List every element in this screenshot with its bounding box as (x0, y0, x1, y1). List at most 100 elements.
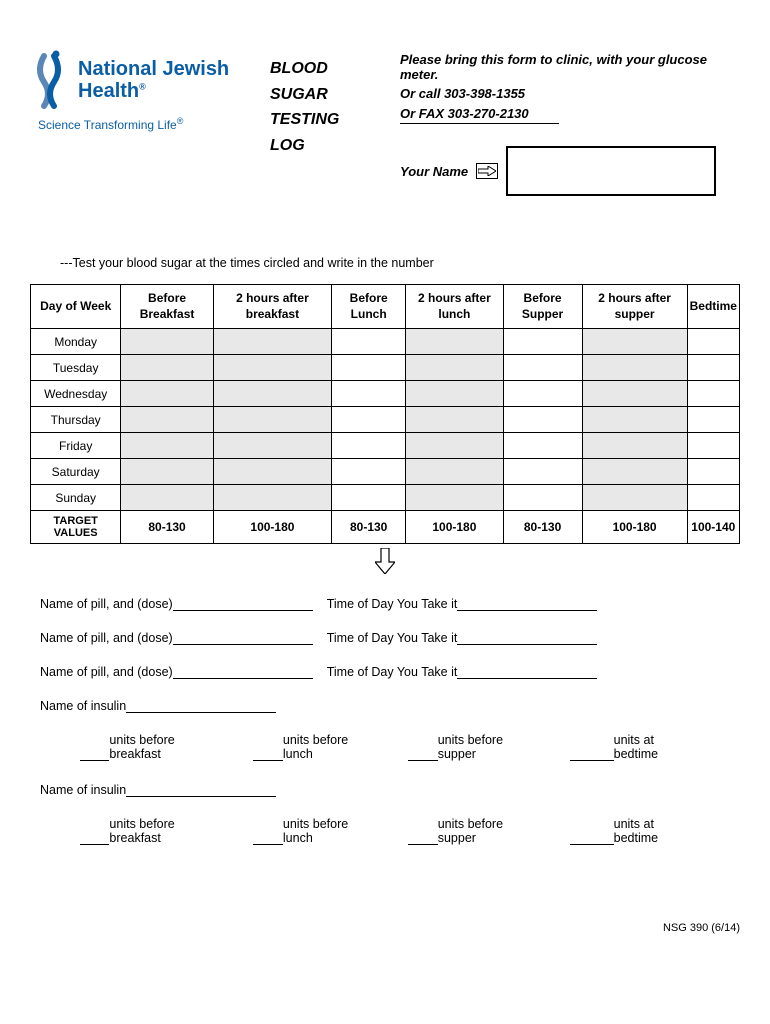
value-cell[interactable] (406, 407, 503, 433)
time-blank[interactable] (457, 644, 597, 645)
name-label: Your Name (400, 164, 468, 179)
pill-blank[interactable] (173, 644, 313, 645)
value-cell[interactable] (213, 329, 331, 355)
pill-blank[interactable] (173, 678, 313, 679)
unit-group: units before breakfast (80, 733, 213, 761)
insulin-line: Name of insulin (40, 699, 730, 713)
table-header: Before Lunch (332, 285, 406, 329)
units-blank[interactable] (408, 760, 437, 761)
info-block: Please bring this form to clinic, with y… (400, 50, 740, 196)
value-cell[interactable] (582, 381, 687, 407)
tagline: Science Transforming Life® (38, 116, 250, 132)
insulin-blank[interactable] (126, 796, 276, 797)
value-cell[interactable] (213, 407, 331, 433)
units-blank[interactable] (570, 844, 613, 845)
value-cell[interactable] (503, 355, 582, 381)
value-cell[interactable] (213, 459, 331, 485)
title-line: BLOOD (270, 56, 380, 82)
value-cell[interactable] (503, 433, 582, 459)
value-cell[interactable] (121, 485, 213, 511)
value-cell[interactable] (687, 433, 739, 459)
blood-sugar-table: Day of WeekBefore Breakfast2 hours after… (30, 284, 740, 544)
value-cell[interactable] (582, 329, 687, 355)
value-cell[interactable] (582, 433, 687, 459)
value-cell[interactable] (503, 381, 582, 407)
value-cell[interactable] (406, 355, 503, 381)
value-cell[interactable] (503, 459, 582, 485)
value-cell[interactable] (121, 329, 213, 355)
header: National Jewish Health® Science Transfor… (30, 50, 740, 196)
title-line: SUGAR (270, 82, 380, 108)
time-blank[interactable] (457, 678, 597, 679)
value-cell[interactable] (332, 433, 406, 459)
value-cell[interactable] (121, 381, 213, 407)
pill-label: Name of pill, and (dose) (40, 597, 173, 611)
value-cell[interactable] (332, 407, 406, 433)
value-cell[interactable] (121, 407, 213, 433)
insulin-label: Name of insulin (40, 699, 126, 713)
value-cell[interactable] (687, 381, 739, 407)
day-label-cell: Wednesday (31, 381, 121, 407)
value-cell[interactable] (406, 459, 503, 485)
value-cell[interactable] (121, 433, 213, 459)
time-label: Time of Day You Take it (327, 665, 458, 679)
value-cell[interactable] (121, 459, 213, 485)
value-cell[interactable] (687, 355, 739, 381)
insulin-blank[interactable] (126, 712, 276, 713)
unit-group: units before supper (408, 733, 530, 761)
table-header: Before Supper (503, 285, 582, 329)
value-cell[interactable] (582, 407, 687, 433)
value-cell[interactable] (332, 329, 406, 355)
target-value-cell: 80-130 (121, 511, 213, 544)
value-cell[interactable] (687, 329, 739, 355)
name-input-box[interactable] (506, 146, 716, 196)
value-cell[interactable] (332, 485, 406, 511)
value-cell[interactable] (582, 355, 687, 381)
value-cell[interactable] (213, 355, 331, 381)
value-cell[interactable] (503, 329, 582, 355)
value-cell[interactable] (406, 485, 503, 511)
day-label-cell: Monday (31, 329, 121, 355)
value-cell[interactable] (503, 485, 582, 511)
value-cell[interactable] (213, 485, 331, 511)
value-cell[interactable] (213, 433, 331, 459)
value-cell[interactable] (406, 381, 503, 407)
units-blank[interactable] (80, 844, 109, 845)
unit-group: units at bedtime (570, 733, 690, 761)
value-cell[interactable] (687, 459, 739, 485)
units-blank[interactable] (408, 844, 437, 845)
pill-line: Name of pill, and (dose)Time of Day You … (40, 631, 730, 645)
value-cell[interactable] (332, 381, 406, 407)
value-cell[interactable] (406, 329, 503, 355)
time-label: Time of Day You Take it (327, 597, 458, 611)
logo-icon (30, 50, 70, 110)
units-blank[interactable] (80, 760, 109, 761)
value-cell[interactable] (582, 485, 687, 511)
insulin-line: Name of insulin (40, 783, 730, 797)
target-value-cell: 100-180 (213, 511, 331, 544)
units-label: units at bedtime (614, 733, 690, 761)
value-cell[interactable] (503, 407, 582, 433)
value-cell[interactable] (332, 355, 406, 381)
insulin-label: Name of insulin (40, 783, 126, 797)
value-cell[interactable] (121, 355, 213, 381)
units-label: units before supper (438, 817, 531, 845)
value-cell[interactable] (687, 485, 739, 511)
units-label: units before supper (438, 733, 531, 761)
units-blank[interactable] (253, 844, 282, 845)
form-footer: NSG 390 (6/14) (663, 922, 740, 934)
time-blank[interactable] (457, 610, 597, 611)
pill-line: Name of pill, and (dose)Time of Day You … (40, 665, 730, 679)
value-cell[interactable] (213, 381, 331, 407)
value-cell[interactable] (582, 459, 687, 485)
unit-group: units before lunch (253, 733, 368, 761)
units-blank[interactable] (570, 760, 613, 761)
pill-blank[interactable] (173, 610, 313, 611)
units-label: units before lunch (283, 817, 368, 845)
value-cell[interactable] (406, 433, 503, 459)
unit-group: units before breakfast (80, 817, 213, 845)
value-cell[interactable] (332, 459, 406, 485)
value-cell[interactable] (687, 407, 739, 433)
units-blank[interactable] (253, 760, 282, 761)
logo-block: National Jewish Health® Science Transfor… (30, 50, 250, 132)
